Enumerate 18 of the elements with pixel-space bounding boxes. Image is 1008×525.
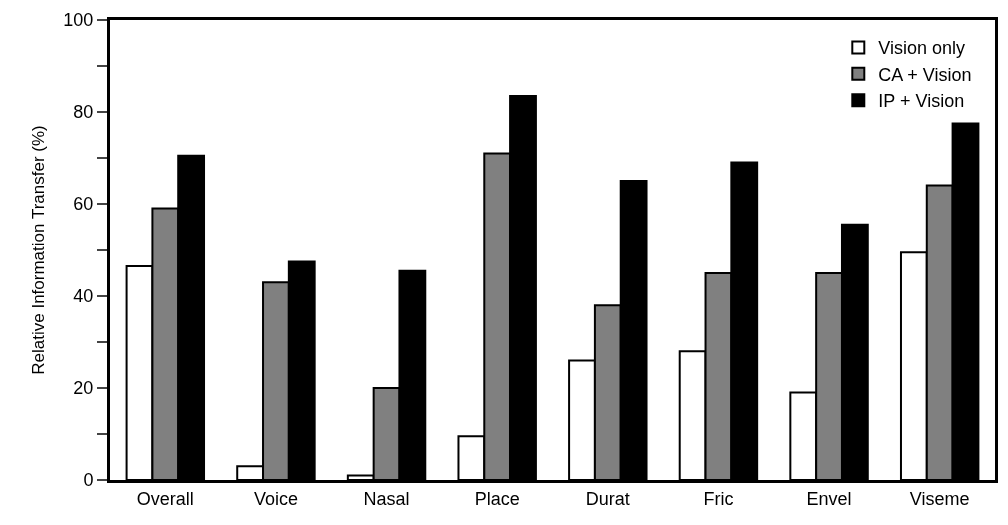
x-tick-label: Viseme <box>909 488 970 509</box>
y-tick-label: 100 <box>63 10 94 31</box>
y-tick-label: 40 <box>73 286 94 307</box>
x-tick-label: Durat <box>585 488 630 509</box>
x-tick-label: Nasal <box>363 488 410 509</box>
legend-label: Vision only <box>878 38 966 59</box>
x-tick-label: Place <box>474 488 520 509</box>
x-tick-label: Voice <box>253 488 298 509</box>
x-tick-label: Fric <box>703 488 734 509</box>
y-tick-label: 80 <box>73 102 94 123</box>
legend-label: CA + Vision <box>878 64 972 85</box>
y-tick-label: 0 <box>83 470 94 491</box>
x-tick-label: Envel <box>806 488 852 509</box>
y-tick-label: 60 <box>73 194 94 215</box>
y-axis-title: Relative Information Transfer (%) <box>28 125 48 375</box>
x-tick-label: Overall <box>136 488 194 509</box>
legend-label: IP + Vision <box>878 91 965 112</box>
y-tick-label: 20 <box>73 378 94 399</box>
